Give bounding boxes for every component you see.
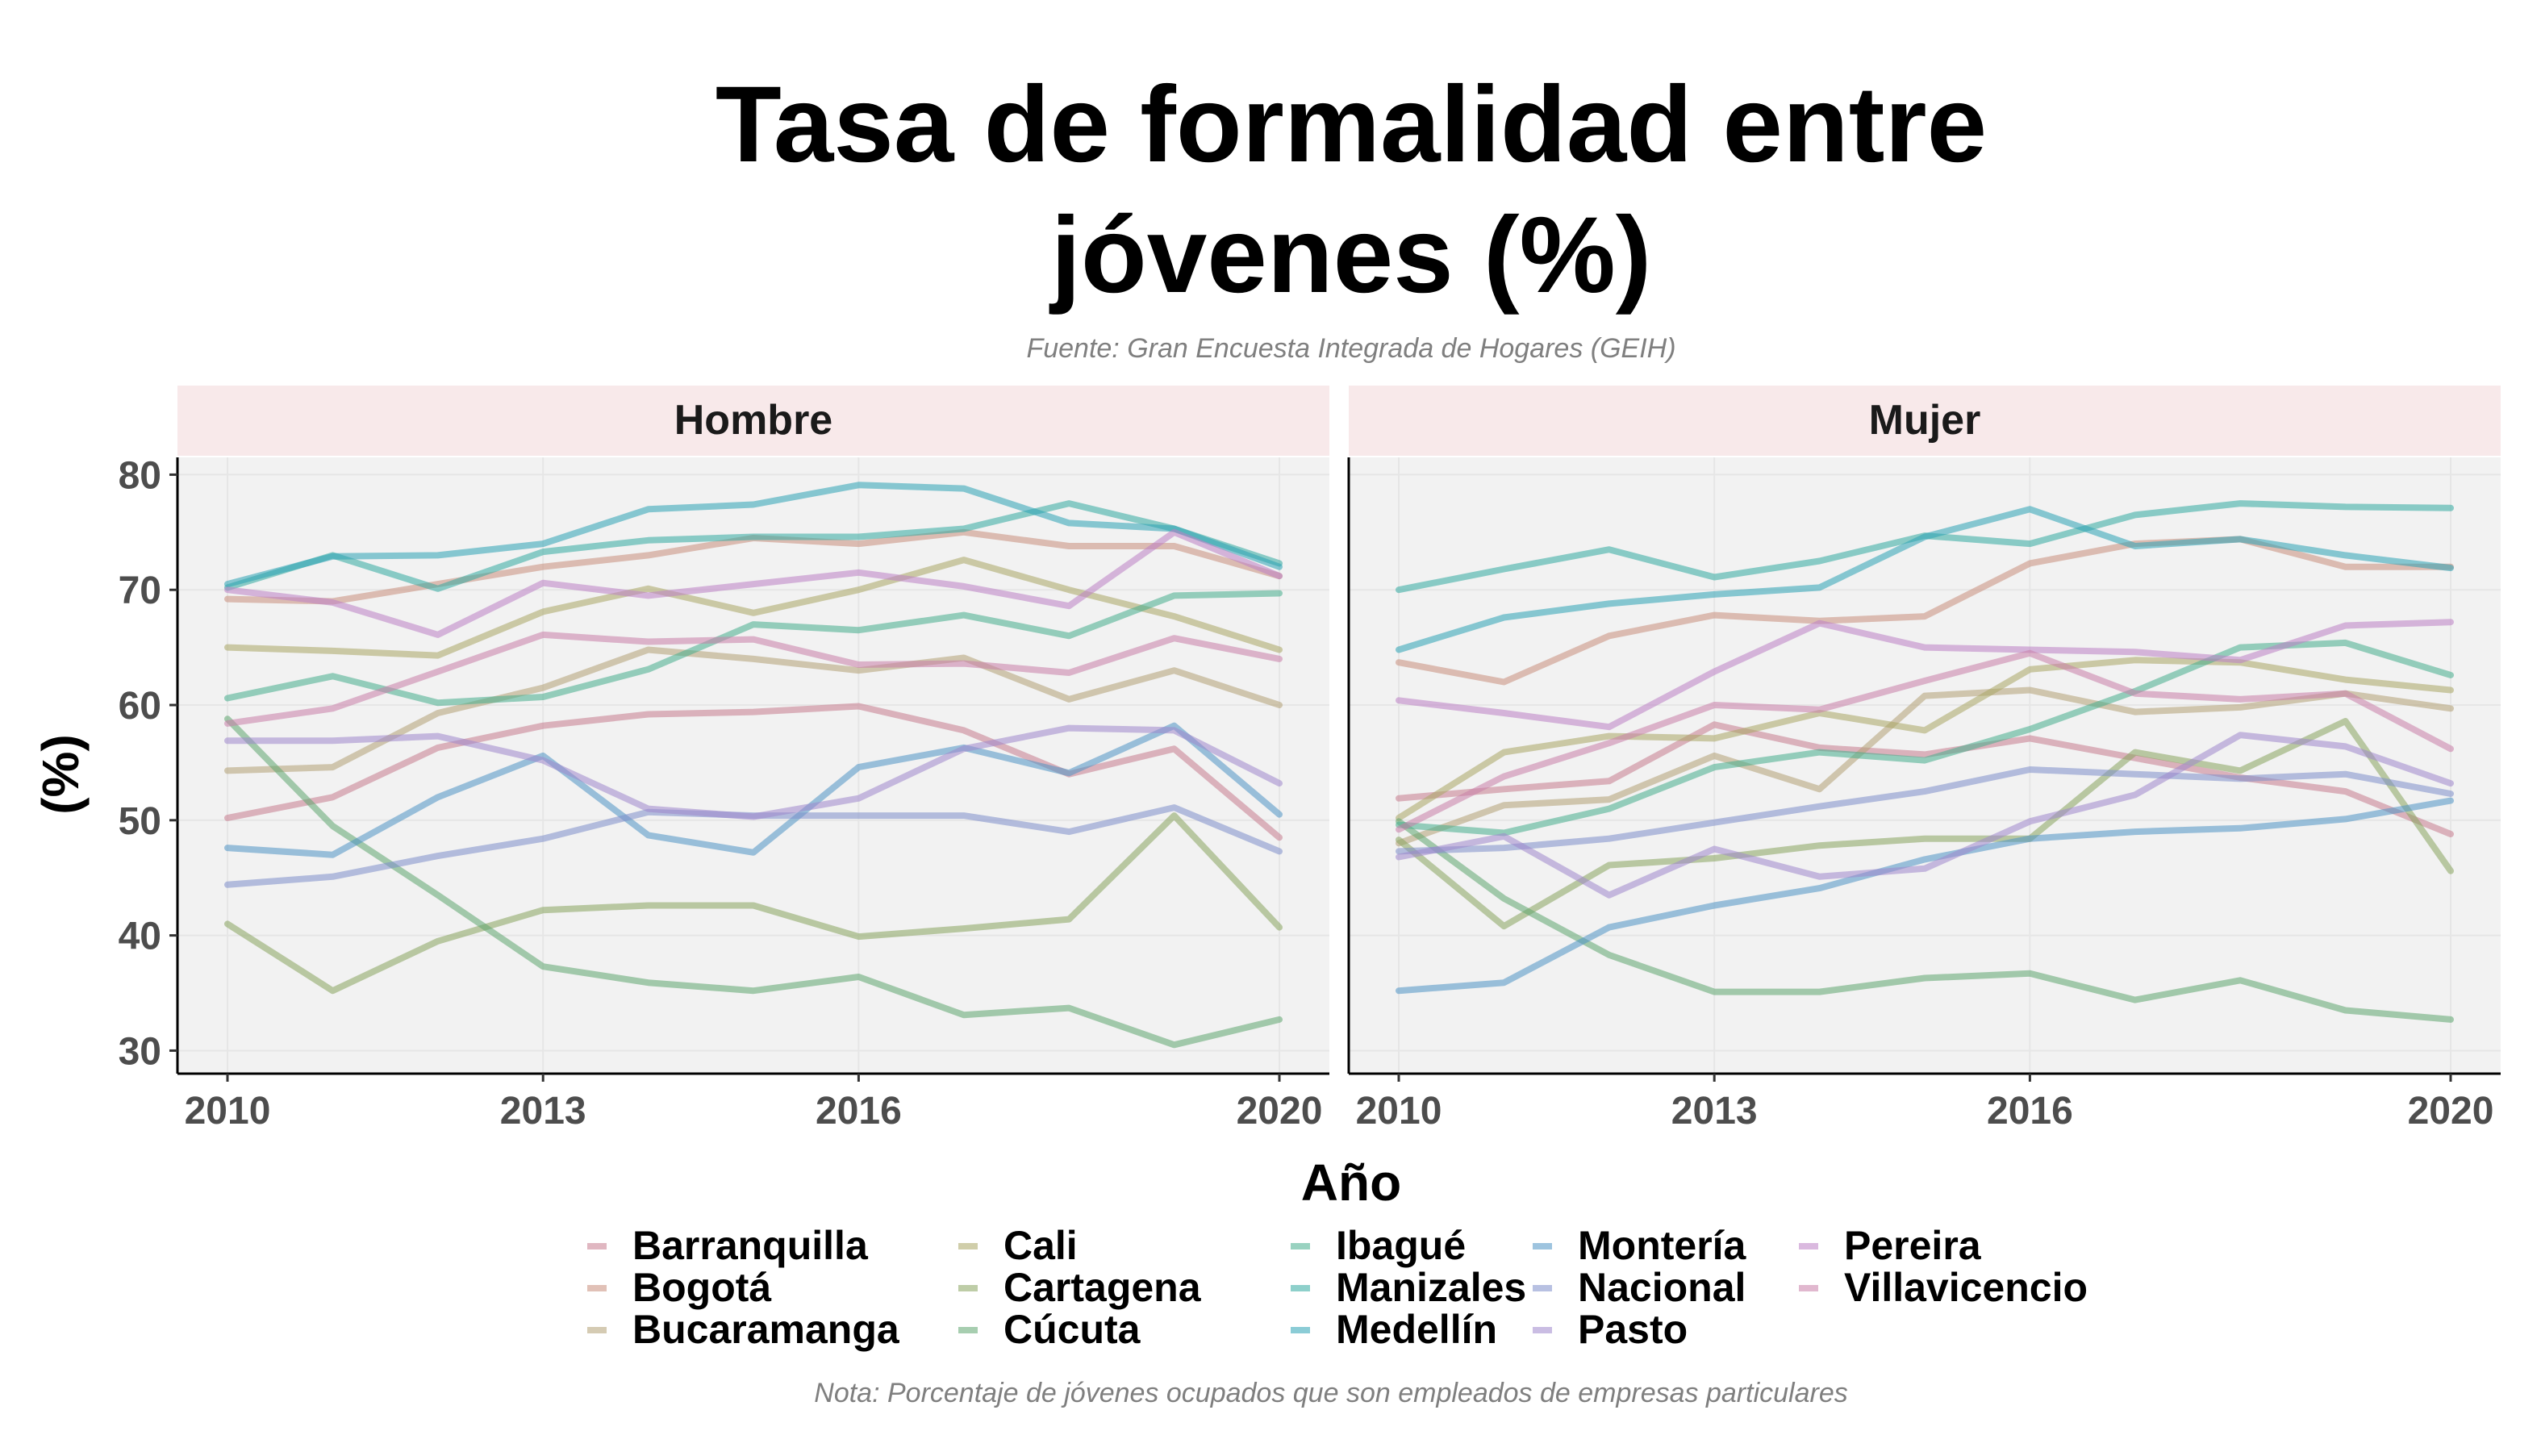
legend-item-cúcuta: Cúcuta bbox=[958, 1307, 1141, 1352]
series-line-bucaramanga bbox=[1396, 686, 2454, 847]
facet-panel-hombre: Hombre 30 40 50 60 70 80 2010 2013 2016 2020 bbox=[119, 386, 1329, 1133]
legend-item-villavicencio: Villavicencio bbox=[1799, 1265, 2088, 1310]
legend-item-cali: Cali bbox=[958, 1223, 1078, 1268]
x-tick-label: 2010 bbox=[185, 1090, 271, 1133]
legend-label: Barranquilla bbox=[632, 1223, 869, 1268]
legend-label: Villavicencio bbox=[1844, 1265, 2088, 1310]
y-tick-label: 40 bbox=[119, 916, 161, 958]
series-line-cartagena bbox=[224, 812, 1283, 995]
x-tick-label: 2013 bbox=[500, 1090, 586, 1133]
x-tick-label: 2016 bbox=[816, 1090, 902, 1133]
facet-strip-label: Mujer bbox=[1869, 397, 1981, 444]
legend-label: Nacional bbox=[1578, 1265, 1746, 1310]
facet-strip-label: Hombre bbox=[674, 397, 832, 444]
legend-label: Bogotá bbox=[632, 1265, 771, 1310]
series-line-barranquilla bbox=[224, 703, 1283, 841]
x-tick-label: 2010 bbox=[1356, 1090, 1442, 1133]
x-tick-label: 2016 bbox=[1987, 1090, 2073, 1133]
y-tick-label: 70 bbox=[119, 569, 161, 612]
y-tick-label: 80 bbox=[119, 454, 161, 497]
legend-label: Pereira bbox=[1844, 1223, 1982, 1268]
series-line-nacional bbox=[1396, 766, 2454, 855]
y-tick-label: 50 bbox=[119, 800, 161, 843]
series-line-medellín bbox=[1396, 506, 2454, 653]
legend-item-pereira: Pereira bbox=[1799, 1223, 1982, 1268]
legend-item-manizales: Manizales bbox=[1291, 1265, 1526, 1310]
legend-label: Cartagena bbox=[1003, 1265, 1202, 1310]
legend-item-bucaramanga: Bucaramanga bbox=[587, 1307, 900, 1352]
series-line-pasto bbox=[224, 724, 1283, 820]
legend-item-barranquilla: Barranquilla bbox=[587, 1223, 869, 1268]
series-line-pereira bbox=[224, 528, 1283, 638]
series-line-pereira bbox=[1396, 619, 2454, 731]
chart-subtitle: Fuente: Gran Encuesta Integrada de Hogar… bbox=[1026, 333, 1675, 364]
series-line-villavicencio bbox=[224, 631, 1283, 727]
series-line-cúcuta bbox=[224, 715, 1283, 1049]
series-line-cartagena bbox=[1396, 718, 2454, 930]
legend-item-ibagué: Ibagué bbox=[1291, 1223, 1466, 1268]
series-line-montería bbox=[224, 722, 1283, 858]
y-tick-label: 60 bbox=[119, 685, 161, 728]
chart-title-line-1: Tasa de formalidad entre bbox=[716, 65, 1987, 185]
legend-label: Pasto bbox=[1578, 1307, 1688, 1352]
facet-strip bbox=[177, 386, 1329, 456]
legend-label: Manizales bbox=[1336, 1265, 1526, 1310]
legend-item-cartagena: Cartagena bbox=[958, 1265, 1202, 1310]
series-line-cúcuta bbox=[1396, 818, 2454, 1023]
legend-item-bogotá: Bogotá bbox=[587, 1265, 771, 1310]
series-line-medellín bbox=[224, 482, 1283, 588]
series-line-villavicencio bbox=[1396, 649, 2454, 833]
series-line-bucaramanga bbox=[224, 646, 1283, 774]
legend-label: Cúcuta bbox=[1003, 1307, 1141, 1352]
chart-title-line-2: jóvenes (%) bbox=[1049, 195, 1652, 315]
series-line-manizales bbox=[224, 500, 1283, 592]
x-tick-label: 2020 bbox=[2408, 1090, 2494, 1133]
panels-layer: Hombre 30 40 50 60 70 80 2010 2013 2016 2020 Mujer 2… bbox=[119, 386, 2501, 1133]
series-line-ibagué bbox=[224, 590, 1283, 707]
legend-item-pasto: Pasto bbox=[1533, 1307, 1688, 1352]
y-tick-label: 30 bbox=[119, 1030, 161, 1073]
legend-label: Montería bbox=[1578, 1223, 1747, 1268]
legend-label: Cali bbox=[1003, 1223, 1078, 1268]
chart-caption: Nota: Porcentaje de jóvenes ocupados que… bbox=[814, 1378, 1847, 1408]
legend-label: Ibagué bbox=[1336, 1223, 1466, 1268]
legend-label: Medellín bbox=[1336, 1307, 1497, 1352]
legend-item-medellín: Medellín bbox=[1291, 1307, 1497, 1352]
series-line-montería bbox=[1396, 797, 2454, 995]
facet-strip bbox=[1349, 386, 2501, 456]
legend-item-montería: Montería bbox=[1533, 1223, 1747, 1268]
x-axis-label: Año bbox=[1301, 1154, 1401, 1212]
x-tick-label: 2020 bbox=[1237, 1090, 1323, 1133]
x-tick-label: 2013 bbox=[1671, 1090, 1758, 1133]
legend-item-nacional: Nacional bbox=[1533, 1265, 1746, 1310]
y-axis-label: (%) bbox=[31, 734, 90, 815]
series-line-barranquilla bbox=[1396, 721, 2454, 837]
facet-panel-mujer: Mujer 2010 2013 2016 2020 bbox=[1347, 386, 2501, 1133]
series-line-cali bbox=[1396, 657, 2454, 821]
legend-label: Bucaramanga bbox=[632, 1307, 900, 1352]
series-line-bogotá bbox=[1396, 536, 2454, 686]
series-line-pasto bbox=[1396, 732, 2454, 899]
series-line-cali bbox=[224, 557, 1283, 659]
